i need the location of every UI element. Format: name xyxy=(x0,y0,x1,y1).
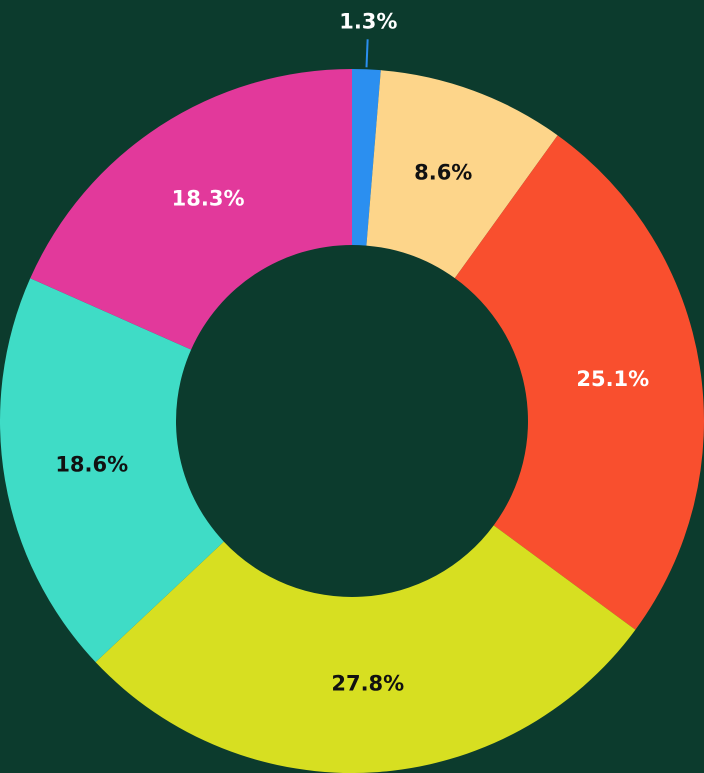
chart: 1.3% 8.6% 25.1% 27.8% 18.6% 18.3% xyxy=(0,0,704,773)
slice-label: 18.6% xyxy=(55,452,128,476)
slice-label: 25.1% xyxy=(576,367,649,391)
slice-label: 27.8% xyxy=(331,672,404,696)
page: 1.3%8.6%25.1%27.8%18.6%18.3% (() => { co… xyxy=(0,0,704,773)
slice-label: 18.3% xyxy=(172,187,245,211)
slice-label: 1.3% xyxy=(339,9,397,33)
leader-line xyxy=(366,39,367,67)
slice-label: 8.6% xyxy=(414,160,472,184)
